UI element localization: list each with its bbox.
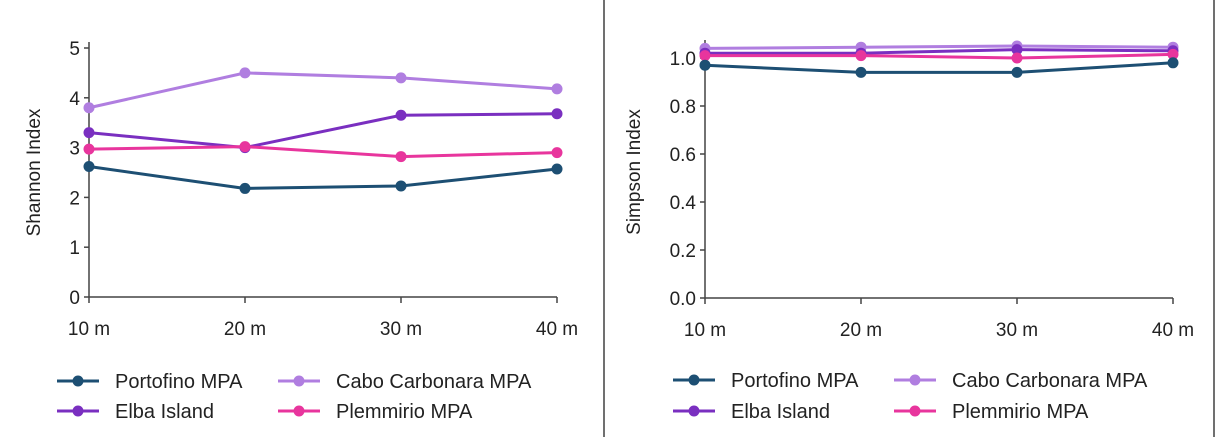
data-point	[551, 83, 563, 95]
data-point	[239, 141, 251, 153]
legend-swatch-marker	[72, 375, 84, 387]
series-line	[88, 145, 558, 159]
y-tick-label: 2	[69, 188, 80, 209]
y-tick-label: 3	[69, 139, 80, 160]
legend-swatch-marker	[909, 405, 921, 417]
series-line	[88, 112, 558, 150]
data-point	[83, 143, 95, 155]
y-tick-label: 0.6	[670, 145, 696, 166]
y-tick-label: 0.4	[670, 193, 697, 214]
legend-swatch-marker	[688, 374, 700, 386]
y-tick-label: 0.2	[670, 241, 696, 262]
x-tick-label: 20 m	[840, 320, 882, 341]
x-tick-label: 40 m	[536, 319, 578, 340]
y-tick-label: 0.8	[670, 97, 696, 118]
y-tick-label: 0	[69, 288, 80, 309]
y-tick-label: 1	[69, 238, 80, 259]
y-tick-label: 0.0	[670, 289, 696, 310]
legend-label: Elba Island	[115, 401, 214, 423]
data-point	[239, 67, 251, 79]
legend-swatch-marker	[293, 375, 305, 387]
data-point	[1011, 44, 1023, 56]
legend-swatch-marker	[293, 405, 305, 417]
y-tick-label: 1.0	[670, 49, 696, 70]
data-point	[699, 59, 711, 71]
series-line	[705, 52, 1174, 60]
legend-swatch-marker	[72, 405, 84, 417]
legend-swatch-marker	[909, 374, 921, 386]
series-line	[705, 48, 1174, 55]
series-line	[704, 44, 1174, 50]
x-tick-label: 10 m	[68, 319, 110, 340]
panel-separator	[603, 0, 605, 437]
data-point	[551, 163, 563, 175]
data-point	[239, 182, 251, 194]
data-point	[551, 108, 563, 120]
y-tick-label: 5	[69, 39, 80, 60]
legend-label: Plemmirio MPA	[336, 401, 473, 423]
legend-label: Plemmirio MPA	[952, 401, 1089, 423]
legend-label: Cabo Carbonara MPA	[952, 370, 1148, 392]
shannon-chart: Shannon Index 0 1 2 3 4 5 10 m 20 m 30 m 40 m Porto…	[24, 39, 578, 423]
simpson-chart: Simpson Index 0.0 0.2 0.4 0.6 0.8 1.0 10 m 20 m 3…	[624, 40, 1194, 423]
data-point	[855, 66, 867, 78]
data-point	[395, 180, 407, 192]
data-point	[395, 109, 407, 121]
y-tick-label: 4	[69, 89, 80, 110]
x-tick-label: 30 m	[380, 319, 422, 340]
data-point	[395, 151, 407, 163]
data-point	[1167, 57, 1179, 69]
x-tick-label: 10 m	[684, 320, 726, 341]
data-point	[83, 161, 95, 173]
series-line	[704, 61, 1174, 74]
legend-label: Portofino MPA	[731, 370, 859, 392]
data-point	[1011, 52, 1023, 64]
legend-label: Cabo Carbonara MPA	[336, 371, 532, 393]
y-axis-label: Shannon Index	[24, 108, 45, 236]
data-point	[1011, 66, 1023, 78]
series-line	[88, 71, 558, 110]
data-point	[855, 50, 867, 62]
panel-border-right	[1213, 0, 1215, 437]
x-tick-label: 40 m	[1152, 320, 1194, 341]
x-tick-label: 20 m	[224, 319, 266, 340]
series-line	[88, 165, 558, 190]
data-point	[699, 50, 711, 62]
legend-label: Elba Island	[731, 401, 830, 423]
simpson-chart-panel: Simpson Index 0.0 0.2 0.4 0.6 0.8 1.0 10 m 20 m 3…	[612, 0, 1215, 437]
data-point	[83, 102, 95, 114]
y-axis-label: Simpson Index	[624, 109, 645, 235]
data-point	[395, 72, 407, 84]
data-point	[83, 127, 95, 139]
x-tick-label: 30 m	[996, 320, 1038, 341]
legend-label: Portofino MPA	[115, 371, 243, 393]
shannon-chart-panel: Shannon Index 0 1 2 3 4 5 10 m 20 m 30 m 40 m Porto…	[0, 0, 602, 437]
data-point	[1167, 48, 1179, 60]
legend-swatch-marker	[688, 405, 700, 417]
data-point	[551, 147, 563, 159]
